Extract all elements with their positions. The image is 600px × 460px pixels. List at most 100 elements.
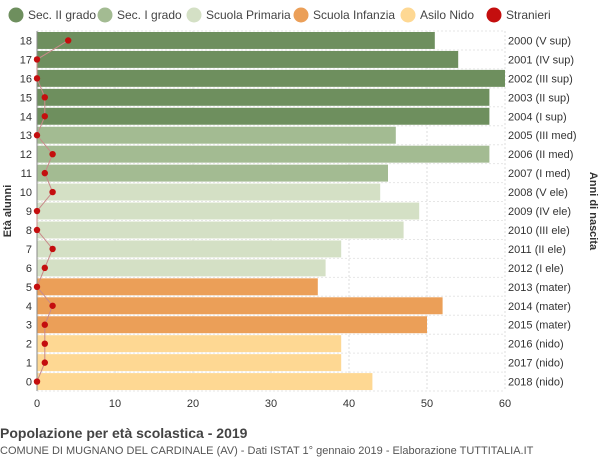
chart-source: COMUNE DI MUGNANO DEL CARDINALE (AV) - D… [0, 445, 534, 457]
legend-label: Sec. II grado [28, 8, 96, 22]
x-tick-label: 0 [34, 398, 40, 410]
legend-label: Asilo Nido [420, 8, 474, 22]
birth-year-label: 2012 (I ele) [508, 263, 564, 275]
x-tick-label: 40 [343, 398, 355, 410]
bar [37, 183, 381, 201]
x-tick-label: 50 [421, 398, 433, 410]
bar [37, 145, 490, 163]
birth-year-label: 2017 (nido) [508, 358, 564, 370]
stranieri-point [65, 37, 72, 44]
stranieri-point [41, 359, 48, 366]
legend-label: Scuola Primaria [206, 8, 291, 22]
bar [37, 354, 342, 372]
bar [37, 69, 505, 87]
bar [37, 50, 459, 68]
age-tick-label: 4 [26, 301, 32, 313]
legend-label: Scuola Infanzia [313, 8, 395, 22]
birth-year-label: 2000 (V sup) [508, 35, 571, 47]
bar [37, 240, 342, 258]
stranieri-point [33, 207, 41, 215]
birth-year-label: 2015 (mater) [508, 320, 571, 332]
birth-year-label: 2002 (III sup) [508, 73, 573, 85]
stranieri-point [33, 226, 41, 234]
age-tick-label: 17 [20, 54, 32, 66]
legend-marker [8, 7, 24, 23]
y-axis-title-left: Età alunni [2, 185, 14, 238]
age-tick-label: 11 [21, 168, 32, 180]
birth-year-label: 2011 (II ele) [508, 244, 566, 256]
stranieri-point [41, 321, 48, 328]
age-tick-label: 3 [26, 320, 32, 332]
age-tick-label: 0 [26, 377, 32, 389]
birth-year-label: 2004 (I sup) [508, 111, 567, 123]
stranieri-point [41, 264, 48, 272]
legend-marker [486, 7, 502, 23]
age-tick-label: 10 [20, 187, 32, 199]
bar [37, 107, 490, 125]
stranieri-point [49, 302, 56, 309]
stranieri-point [49, 188, 56, 196]
legend-marker [400, 7, 416, 23]
stranieri-point [49, 245, 56, 253]
legend-marker [293, 7, 309, 23]
bar [37, 32, 435, 49]
birth-year-label: 2007 (I med) [508, 168, 570, 180]
legend-marker [97, 7, 113, 23]
stranieri-point [33, 283, 41, 291]
age-tick-label: 18 [20, 35, 32, 47]
age-tick-label: 15 [20, 92, 32, 104]
stranieri-point [33, 378, 41, 385]
age-tick-label: 2 [26, 339, 32, 351]
birth-year-label: 2008 (V ele) [508, 187, 568, 199]
legend-marker [186, 7, 202, 23]
birth-year-label: 2006 (II med) [508, 149, 573, 161]
x-tick-label: 60 [499, 398, 511, 410]
bar [37, 297, 443, 315]
stranieri-point [41, 340, 48, 347]
age-tick-label: 7 [26, 244, 32, 256]
age-tick-label: 12 [20, 149, 32, 161]
bar [37, 259, 326, 277]
age-tick-label: 16 [20, 73, 32, 85]
stranieri-point [33, 75, 41, 82]
legend-label: Stranieri [506, 8, 551, 22]
bar [37, 335, 342, 353]
stranieri-point [41, 94, 48, 101]
stranieri-point [49, 150, 56, 158]
age-tick-label: 8 [26, 225, 32, 237]
age-tick-label: 13 [20, 130, 32, 142]
birth-year-label: 2014 (mater) [508, 301, 571, 313]
birth-year-label: 2001 (IV sup) [508, 54, 574, 66]
x-tick-label: 30 [265, 398, 277, 410]
age-tick-label: 9 [26, 206, 32, 218]
bar [37, 88, 490, 106]
birth-year-label: 2003 (II sup) [508, 92, 570, 104]
birth-year-label: 2018 (nido) [508, 377, 564, 389]
chart-title: Popolazione per età scolastica - 2019 [0, 425, 248, 441]
legend-label: Sec. I grado [117, 8, 182, 22]
bar [37, 126, 396, 144]
stranieri-point [41, 169, 48, 177]
bar [37, 316, 427, 334]
bar [37, 202, 420, 220]
stranieri-point [33, 56, 41, 63]
x-tick-label: 20 [187, 398, 199, 410]
stranieri-point [33, 132, 41, 139]
bar [37, 221, 404, 239]
birth-year-label: 2005 (III med) [508, 130, 576, 142]
bar [37, 373, 373, 391]
y-axis-title-right: Anni di nascita [587, 172, 599, 251]
age-tick-label: 5 [26, 282, 32, 294]
birth-year-label: 2010 (III ele) [508, 225, 570, 237]
age-tick-label: 14 [20, 111, 32, 123]
birth-year-label: 2013 (mater) [508, 282, 571, 294]
birth-year-label: 2016 (nido) [508, 339, 564, 351]
age-tick-label: 6 [26, 263, 32, 275]
bar [37, 164, 388, 182]
x-tick-label: 10 [109, 398, 121, 410]
age-tick-label: 1 [26, 358, 32, 370]
stranieri-point [41, 113, 48, 120]
bar [37, 278, 318, 296]
birth-year-label: 2009 (IV ele) [508, 206, 571, 218]
